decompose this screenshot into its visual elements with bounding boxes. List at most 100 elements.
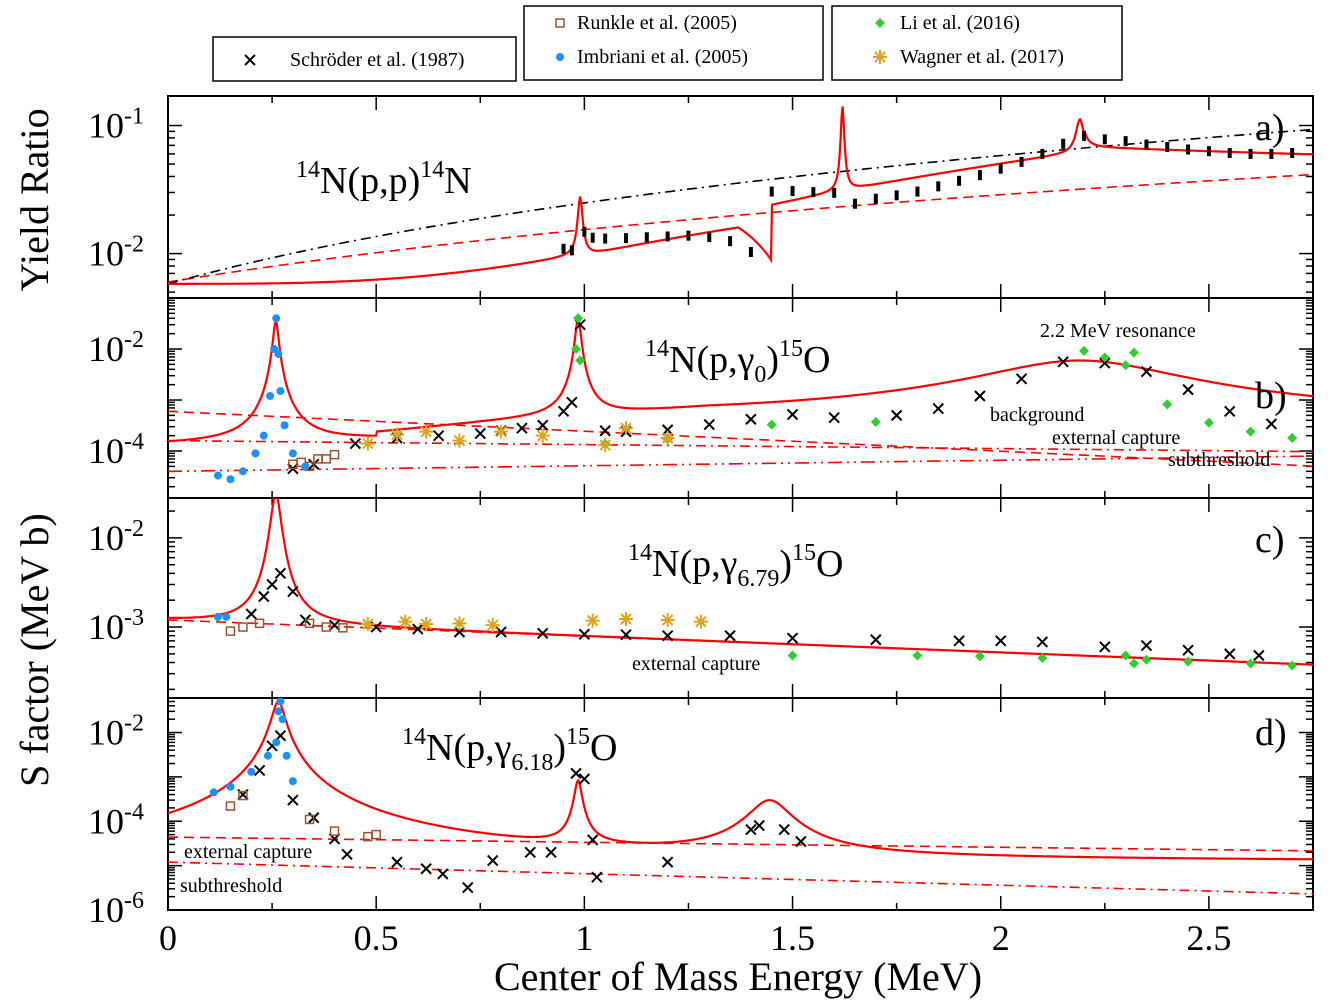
data-point-schroder-b [566,396,578,409]
fit-curve-a [168,106,1313,285]
data-point-schroder-c [266,578,278,591]
y-axis-title-top: Yield Ratio [12,108,57,291]
data-point-schroder-b [474,427,486,440]
data-point-schroder-c [870,634,882,646]
data-point-schroder-d [487,854,499,867]
data-point-schroder-a [1269,148,1274,159]
data-point-wagner-b [419,424,434,439]
reaction-label-a: 14N(p,p)14N [296,157,472,202]
data-point-li-b [1245,426,1256,437]
component-curve-a-1 [168,128,1313,285]
data-point-schroder-a [582,226,587,237]
data-point-imbriani-d [276,698,285,706]
data-point-wagner-c [360,617,375,632]
panel-letter-a: a) [1255,107,1285,149]
panel-letter-d: d) [1255,712,1287,754]
data-point-imbriani-b [274,349,283,358]
data-point-schroder-b [1099,357,1111,369]
legend-box-1 [212,36,517,82]
data-point-wagner-c [452,616,467,631]
data-point-schroder-b [557,405,570,418]
data-point-wagner-b [390,427,404,442]
data-point-schroder-c [661,629,674,642]
data-point-li-c [1128,658,1139,669]
data-point-schroder-c [786,632,799,644]
data-point-wagner-b [619,421,633,436]
data-point-schroder-a [1102,134,1107,145]
y-tick-label-c-0: 10-2 [88,516,144,558]
data-point-schroder-c [620,629,632,641]
data-point-schroder-c [287,585,299,598]
data-point-schroder-c [1253,649,1265,662]
plot-area-c [168,498,1313,671]
data-point-schroder-a [853,198,857,209]
annotation-external-capture-c: external capture [632,653,760,675]
data-point-schroder-b [537,419,549,431]
data-point-wagner-c [619,612,633,627]
data-point-schroder-c [1224,648,1236,660]
legend-markers [244,18,887,66]
data-point-li-b [1287,433,1298,444]
y-tick-label-d-1: 10-4 [88,799,144,841]
data-point-imbriani-b [251,449,260,458]
legend-label-li: Li et al. (2016) [900,12,1020,34]
fit-curve-c [168,498,1313,666]
data-point-schroder-d [420,863,432,875]
data-point-imbriani-b [276,387,285,396]
data-point-schroder-a [561,243,566,254]
data-point-schroder-d [287,794,299,806]
data-point-schroder-d [524,846,536,858]
data-point-schroder-b [745,413,757,425]
data-point-schroder-a [748,246,753,257]
data-point-li-b [1120,360,1131,371]
annotation-resonance: 2.2 MeV resonance [1040,320,1196,342]
legend-marker-runkle [555,18,565,28]
data-point-li-b [1079,345,1089,356]
legend-marker-imbriani [556,53,564,61]
data-point-schroder-b [661,424,674,436]
data-point-schroder-d [661,856,674,868]
y-tick-label-b-0: 10-2 [88,327,144,369]
panel-letter-c: c) [1255,519,1285,561]
x-axis-title: Center of Mass Energy (MeV) [494,954,982,999]
data-point-schroder-b [1265,418,1278,430]
data-point-schroder-b [599,425,611,437]
data-point-schroder-a [811,187,816,198]
legend: Schröder et al. (1987) Runkle et al. (20… [212,5,1123,82]
data-point-schroder-b [890,409,903,422]
x-tick-label-1: 0.5 [354,918,399,958]
data-point-schroder-b [349,437,362,450]
annotation-subthreshold-d: subthreshold [180,875,282,897]
data-point-runkle-d [225,801,236,811]
data-point-imbriani-b [213,471,222,480]
data-point-li-b [575,355,586,366]
data-point-schroder-a [644,232,649,243]
data-point-schroder-a [1082,130,1086,141]
data-point-schroder-c [412,623,424,635]
data-point-schroder-c [1036,636,1049,648]
data-point-schroder-a [977,170,982,181]
plot-area-b [168,313,1313,484]
data-point-runkle-c [321,622,331,632]
x-tick-label-3: 1.5 [770,918,815,958]
data-point-schroder-b [786,408,799,421]
data-point-imbriani-d [247,767,256,776]
data-point-schroder-a [590,232,595,243]
component-curve-a-0 [168,173,1313,283]
data-point-li-b [870,417,881,428]
data-point-schroder-a [790,186,795,197]
x-tick-label-2: 1 [575,918,593,958]
y-axis-title-bottom: S factor (MeV b) [12,513,57,787]
data-point-schroder-c [1099,641,1111,653]
data-point-schroder-a [957,175,962,186]
component-curve-b-1 [168,439,1313,453]
data-point-imbriani-b [238,467,247,476]
data-point-imbriani-b [270,345,279,354]
panel-letter-b: b) [1255,375,1287,417]
data-point-imbriani-b [301,462,310,471]
data-point-runkle-c [238,622,248,632]
legend-marker-li [875,18,885,28]
data-point-schroder-c [537,627,549,640]
data-point-wagner-b [494,424,509,439]
